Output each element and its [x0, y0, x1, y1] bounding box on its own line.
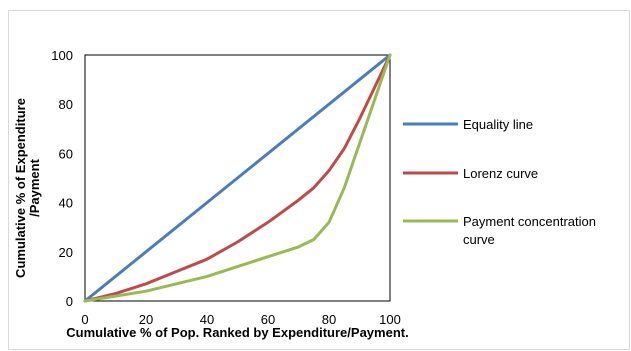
x-tick-label: 100 — [379, 312, 401, 327]
chart-svg: 0 20 40 60 80 100 0 20 40 60 80 100 Cumulative % of… — [13, 48, 596, 340]
legend-label-payment-concentration-curve: Payment concentration — [463, 214, 596, 229]
x-tick-label: 40 — [200, 312, 214, 327]
plot-area — [84, 54, 391, 302]
x-axis-title: Cumulative % of Pop. Ranked by Expenditu… — [66, 325, 408, 340]
legend-label-payment-concentration-curve: curve — [463, 232, 495, 247]
series-line-lorenz-curve — [83, 53, 392, 303]
y-axis-title-line: Cumulative % of Expenditure — [13, 98, 28, 278]
y-tick-label: 80 — [59, 97, 73, 112]
series-line-equality-line — [83, 53, 392, 303]
x-tick-label: 60 — [261, 312, 275, 327]
y-axis-title-line: /Payment — [27, 158, 42, 216]
y-tick-label: 100 — [51, 48, 73, 63]
y-tick-label: 40 — [59, 196, 73, 211]
y-tick-label: 0 — [66, 294, 73, 309]
series-layer — [83, 53, 392, 303]
x-tick-label: 0 — [81, 312, 88, 327]
chart-frame: 0 20 40 60 80 100 0 20 40 60 80 100 Cumulative % of… — [8, 10, 630, 350]
axis-titles: Cumulative % of Pop. Ranked by Expenditu… — [13, 98, 409, 340]
tick-labels: 0 20 40 60 80 100 0 20 40 60 80 100 — [51, 48, 401, 327]
legend-label-equality-line: Equality line — [463, 117, 533, 132]
x-tick-label: 20 — [139, 312, 153, 327]
y-tick-label: 20 — [59, 245, 73, 260]
plot-border — [84, 54, 391, 302]
legend: Equality line Lorenz curve Payment concent… — [403, 117, 596, 247]
legend-label-lorenz-curve: Lorenz curve — [463, 166, 538, 181]
series-line-payment-concentration-curve — [83, 53, 392, 303]
x-tick-label: 80 — [322, 312, 336, 327]
y-tick-label: 60 — [59, 146, 73, 161]
